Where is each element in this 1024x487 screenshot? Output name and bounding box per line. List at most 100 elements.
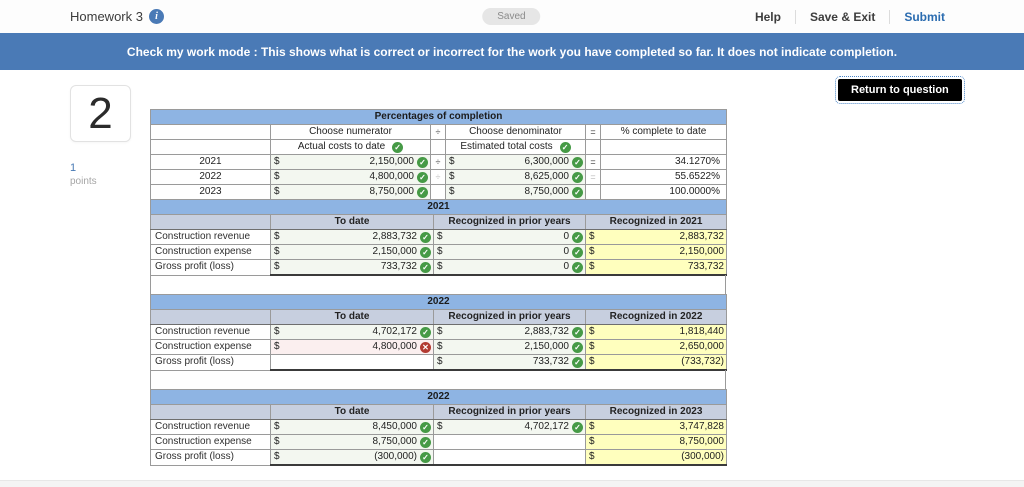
pct-complete-value: 55.6522% — [600, 169, 727, 185]
currency-symbol: $ — [437, 326, 443, 337]
divide-symbol: ÷ — [430, 154, 446, 170]
prior-input[interactable]: $4,702,172 ✓ — [433, 419, 586, 435]
table-row: Construction revenue $4,702,172 ✓ $2,883,… — [150, 324, 727, 340]
check-my-work-banner: Check my work mode : This shows what is … — [0, 33, 1024, 70]
table-row: Gross profit (loss) $733,732 ✓ $ (733,732) — [150, 354, 727, 371]
currency-symbol: $ — [589, 326, 595, 337]
recognized-value: $ (300,000) — [585, 449, 727, 466]
top-bar: Homework 3 i Saved Help Save & Exit Subm… — [0, 0, 1024, 33]
recognized-value: $8,750,000 — [585, 434, 727, 450]
prior-input[interactable]: $0 ✓ — [433, 259, 586, 276]
year-table-2022: 2022 To date Recognized in prior years R… — [150, 294, 727, 371]
prior-years-header: Recognized in prior years — [433, 404, 586, 420]
table-row: Gross profit (loss) $733,732 ✓ $0 ✓ $733,7… — [150, 259, 727, 276]
correct-icon: ✓ — [572, 157, 583, 168]
correct-icon: ✓ — [420, 232, 431, 243]
table-row: Gross profit (loss) $ (300,000) ✓ $ (300,00… — [150, 449, 727, 466]
denominator-input-2021[interactable]: $6,300,000 ✓ — [445, 154, 586, 170]
currency-symbol: $ — [437, 231, 443, 242]
denominator-dropdown[interactable]: Estimated total costs ✓ — [445, 139, 586, 155]
denominator-input-2022[interactable]: $8,625,000 ✓ — [445, 169, 586, 185]
top-nav: Help Save & Exit Submit — [741, 8, 945, 26]
todate-input-incorrect[interactable]: $4,800,000 ✕ — [270, 339, 434, 355]
recognized-value: $2,150,000 — [585, 244, 727, 260]
row-label: Construction expense — [150, 434, 271, 450]
horizontal-scrollbar[interactable] — [0, 480, 1024, 487]
currency-symbol: $ — [589, 421, 595, 432]
row-label: Construction expense — [150, 339, 271, 355]
prior-input[interactable]: $0 ✓ — [433, 229, 586, 245]
year-label: 2021 — [150, 154, 271, 170]
correct-icon: ✓ — [572, 262, 583, 273]
currency-symbol: $ — [437, 341, 443, 352]
return-to-question-button[interactable]: Return to question — [835, 76, 965, 104]
table-row: 2022 $4,800,000 ✓ ÷ $8,625,000 ✓ = 55.6522… — [150, 169, 727, 185]
year-table-title: 2022 — [150, 294, 727, 310]
prior-input[interactable]: $733,732 ✓ — [433, 354, 586, 371]
incorrect-icon: ✕ — [420, 342, 431, 353]
prior-input[interactable]: $0 ✓ — [433, 244, 586, 260]
recognized-value: $2,883,732 — [585, 229, 727, 245]
denominator-input-2023[interactable]: $8,750,000 ✓ — [445, 184, 586, 200]
todate-input[interactable]: $733,732 ✓ — [270, 259, 434, 276]
correct-icon: ✓ — [417, 172, 428, 183]
numerator-input-2021[interactable]: $2,150,000 ✓ — [270, 154, 431, 170]
correct-icon: ✓ — [572, 247, 583, 258]
recognized-header: Recognized in 2022 — [585, 309, 727, 325]
currency-symbol: $ — [274, 436, 280, 447]
prior-input-empty[interactable] — [433, 449, 586, 466]
prior-years-header: Recognized in prior years — [433, 309, 586, 325]
points-label: points — [70, 176, 97, 187]
prior-input[interactable]: $2,150,000 ✓ — [433, 339, 586, 355]
choose-denominator-header: Choose denominator — [445, 124, 586, 140]
recognized-value: $3,747,828 — [585, 419, 727, 435]
todate-input[interactable]: $2,883,732 ✓ — [270, 229, 434, 245]
currency-symbol: $ — [589, 341, 595, 352]
currency-symbol: $ — [449, 171, 455, 182]
equals-symbol: = — [585, 124, 601, 140]
todate-input[interactable]: $ (300,000) ✓ — [270, 449, 434, 466]
todate-input-empty[interactable] — [270, 354, 434, 371]
prior-input-empty[interactable] — [433, 434, 586, 450]
worksheet: Percentages of completion Choose numerat… — [150, 109, 728, 466]
correct-icon: ✓ — [420, 247, 431, 258]
correct-icon: ✓ — [417, 157, 428, 168]
numerator-input-2023[interactable]: $8,750,000 ✓ — [270, 184, 431, 200]
numerator-input-2022[interactable]: $4,800,000 ✓ — [270, 169, 431, 185]
todate-input[interactable]: $8,750,000 ✓ — [270, 434, 434, 450]
correct-icon: ✓ — [392, 142, 404, 153]
correct-icon: ✓ — [420, 262, 431, 273]
submit-button[interactable]: Submit — [889, 9, 945, 24]
help-button[interactable]: Help — [754, 9, 781, 24]
currency-symbol: $ — [589, 451, 595, 462]
table-row: Construction expense $8,750,000 ✓ $8,750,… — [150, 434, 727, 450]
currency-symbol: $ — [274, 341, 280, 352]
row-label: Construction revenue — [150, 324, 271, 340]
todate-input[interactable]: $2,150,000 ✓ — [270, 244, 434, 260]
currency-symbol: $ — [274, 326, 280, 337]
points-value: 1 — [70, 162, 77, 174]
numerator-dropdown[interactable]: Actual costs to date ✓ — [270, 139, 431, 155]
table-row: Construction expense $2,150,000 ✓ $0 ✓ $2,… — [150, 244, 727, 260]
correct-icon: ✓ — [420, 422, 431, 433]
currency-symbol: $ — [274, 156, 280, 167]
todate-header: To date — [270, 214, 434, 230]
recognized-value: $ (733,732) — [585, 354, 727, 371]
row-label: Gross profit (loss) — [150, 449, 271, 466]
divide-symbol: ÷ — [430, 124, 446, 140]
row-label: Construction revenue — [150, 419, 271, 435]
todate-input[interactable]: $8,450,000 ✓ — [270, 419, 434, 435]
currency-symbol: $ — [274, 451, 280, 462]
question-number-box: 2 — [70, 85, 131, 142]
table-row: Construction expense $4,800,000 ✕ $2,150,… — [150, 339, 727, 355]
save-exit-button[interactable]: Save & Exit — [794, 9, 889, 24]
year-table-title: 2022 — [150, 389, 727, 405]
prior-input[interactable]: $2,883,732 ✓ — [433, 324, 586, 340]
info-icon[interactable]: i — [148, 9, 164, 24]
choose-numerator-header: Choose numerator — [270, 124, 431, 140]
currency-symbol: $ — [589, 261, 595, 272]
todate-header: To date — [270, 309, 434, 325]
recognized-value: $2,650,000 — [585, 339, 727, 355]
todate-input[interactable]: $4,702,172 ✓ — [270, 324, 434, 340]
recognized-value: $1,818,440 — [585, 324, 727, 340]
